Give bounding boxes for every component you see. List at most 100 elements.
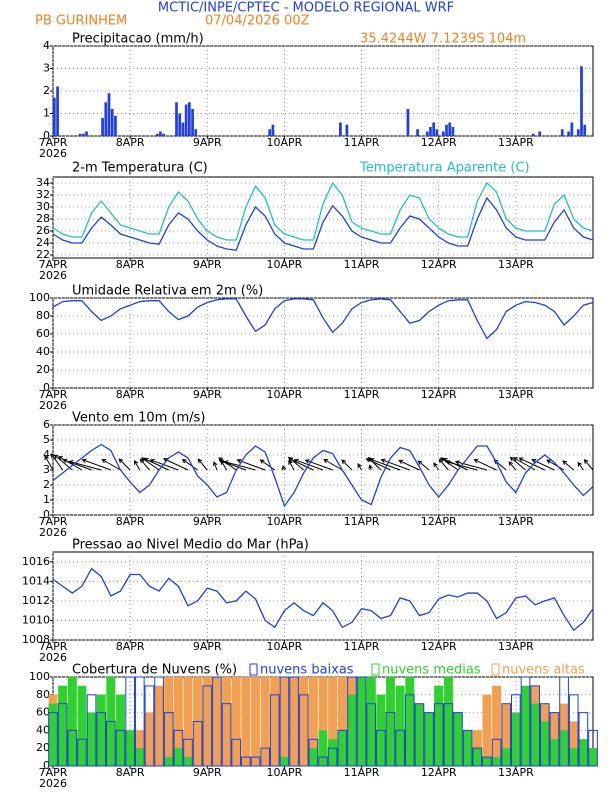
y-tick-label: 1 xyxy=(43,107,50,120)
cloud-bar xyxy=(366,676,376,767)
x-tick-label: 13APR xyxy=(498,766,534,779)
cloud-bar xyxy=(144,685,155,767)
x-tick-label: 10APR xyxy=(267,766,303,779)
arrow-shape xyxy=(212,461,218,471)
legend-label: nuvens altas xyxy=(502,663,585,678)
cloud-bar xyxy=(530,703,540,767)
x-tick-label: 8APR xyxy=(116,388,145,401)
arrow-shape xyxy=(380,458,410,471)
cloud-bar xyxy=(453,712,463,767)
cloud-bar xyxy=(260,747,270,767)
x-tick-label: 13APR xyxy=(498,136,534,149)
cloud-bar xyxy=(289,676,299,767)
arrow-shape xyxy=(473,458,497,471)
x-tick-label: 12APR xyxy=(421,640,457,653)
cloud-bar xyxy=(134,676,145,767)
precip-bar xyxy=(580,66,583,136)
wind-arrow xyxy=(417,460,430,471)
series-line xyxy=(52,298,594,340)
panel-title: Vento em 10m (m/s) xyxy=(72,411,205,426)
wind-arrow xyxy=(57,456,83,471)
x-tick-label: 11APR xyxy=(344,258,380,271)
arrow-shape xyxy=(143,458,169,471)
location: 35.4244W 7.1239S 104m xyxy=(360,32,526,47)
wind-arrow xyxy=(380,458,410,471)
cloud-bar xyxy=(559,730,569,767)
wind-arrow xyxy=(50,453,64,471)
cloud-bar xyxy=(318,756,328,767)
cloud-bar xyxy=(241,756,251,767)
cloud-bar xyxy=(231,738,242,767)
precip-bar xyxy=(406,109,410,136)
cloud-bar xyxy=(57,703,68,767)
arrow-shape xyxy=(50,453,64,471)
arrow-shape xyxy=(454,460,488,471)
y-tick-label: 0 xyxy=(43,129,50,142)
wind-arrow xyxy=(149,458,179,471)
precip-bar xyxy=(184,104,188,136)
legend-label: Temperatura Aparente (C) xyxy=(359,161,530,176)
precip-bar xyxy=(178,113,182,136)
precip-bar xyxy=(567,131,570,136)
cloud-bar xyxy=(164,676,174,767)
cloud-bar xyxy=(482,756,492,767)
cloud-bar xyxy=(347,676,357,767)
y-tick-label: 20 xyxy=(36,363,50,376)
cloud-bar xyxy=(173,748,183,767)
cloud-bar xyxy=(549,739,559,767)
arrow-shape xyxy=(118,458,131,471)
wind-arrow xyxy=(357,463,363,471)
legend-swatch xyxy=(371,663,380,676)
cloud-bar xyxy=(395,729,405,767)
y-tick-label: 2 xyxy=(43,478,50,491)
x-tick-label: 10APR xyxy=(267,388,303,401)
y-tick-label: 80 xyxy=(36,309,50,322)
cloud-bar xyxy=(279,676,289,767)
arrow-shape xyxy=(288,458,314,471)
y-tick-label: 80 xyxy=(36,688,50,701)
cloud-bar xyxy=(337,729,348,767)
cloud-bar xyxy=(482,756,492,767)
cloud-bar xyxy=(260,676,270,767)
cloud-bar xyxy=(539,703,550,767)
cloud-bar xyxy=(492,685,502,767)
arrow-shape xyxy=(57,456,83,471)
legend-label: nuvens medias xyxy=(382,663,481,678)
x-tick-label: 7APR xyxy=(39,136,68,149)
arrow-shape xyxy=(433,462,440,471)
x-tick-label: 8APR xyxy=(116,515,145,528)
arrow-shape xyxy=(417,460,430,471)
cloud-bar xyxy=(87,712,97,767)
cloud-bar xyxy=(106,721,116,767)
cloud-bar xyxy=(568,694,579,767)
run-time: 07/04/2026 00Z xyxy=(205,14,310,29)
precip-bar xyxy=(416,129,419,136)
y-tick-label: 24 xyxy=(36,236,50,249)
wind-arrow xyxy=(101,458,121,471)
cloud-bar xyxy=(540,721,550,767)
wind-arrow xyxy=(212,461,218,471)
cloud-bar xyxy=(96,712,107,767)
precip-bar xyxy=(570,122,574,136)
wind-arrow xyxy=(281,465,287,471)
precip-bar xyxy=(159,131,162,136)
arrow-shape xyxy=(141,457,160,471)
precip-bar xyxy=(104,102,108,136)
cloud-bar xyxy=(453,712,463,767)
cloud-bar xyxy=(202,676,212,767)
cloud-bar xyxy=(328,739,338,767)
precip-bar xyxy=(583,124,587,136)
x-tick-year: 2026 xyxy=(39,399,67,412)
x-tick-label: 11APR xyxy=(344,136,380,149)
cloud-bar xyxy=(511,694,521,767)
wind-arrow xyxy=(162,458,189,471)
cloud-bar xyxy=(530,685,540,767)
y-tick-label: 40 xyxy=(36,723,50,736)
wind-arrow xyxy=(518,457,545,471)
wind-arrow xyxy=(583,459,594,471)
precip-bar xyxy=(181,122,185,136)
wind-arrow xyxy=(365,458,391,471)
cloud-bar xyxy=(347,694,357,767)
arrow-shape xyxy=(218,459,247,471)
wind-arrow xyxy=(81,458,112,471)
